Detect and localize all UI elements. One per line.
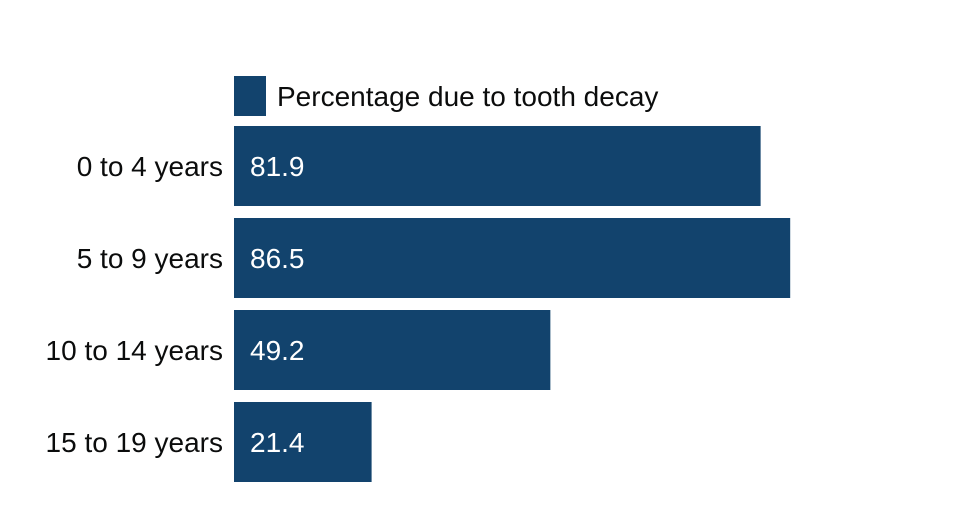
bars <box>234 126 791 482</box>
legend-swatch <box>234 76 266 116</box>
bar-value-label-3: 21.4 <box>250 427 305 458</box>
bar-2 <box>234 310 551 390</box>
category-label-3: 15 to 19 years <box>46 427 223 458</box>
bar-1 <box>234 218 791 298</box>
bar-3 <box>234 402 372 482</box>
bar-0 <box>234 126 761 206</box>
bar-value-label-0: 81.9 <box>250 151 305 182</box>
category-label-0: 0 to 4 years <box>77 151 223 182</box>
legend: Percentage due to tooth decay <box>234 76 658 116</box>
bar-value-label-2: 49.2 <box>250 335 305 366</box>
bar-value-labels: 81.9 86.5 49.2 21.4 <box>250 151 305 458</box>
category-label-2: 10 to 14 years <box>46 335 223 366</box>
category-labels: 0 to 4 years 5 to 9 years 10 to 14 years 15… <box>46 151 223 458</box>
bar-value-label-1: 86.5 <box>250 243 305 274</box>
legend-label: Percentage due to tooth decay <box>277 81 658 112</box>
category-label-1: 5 to 9 years <box>77 243 223 274</box>
